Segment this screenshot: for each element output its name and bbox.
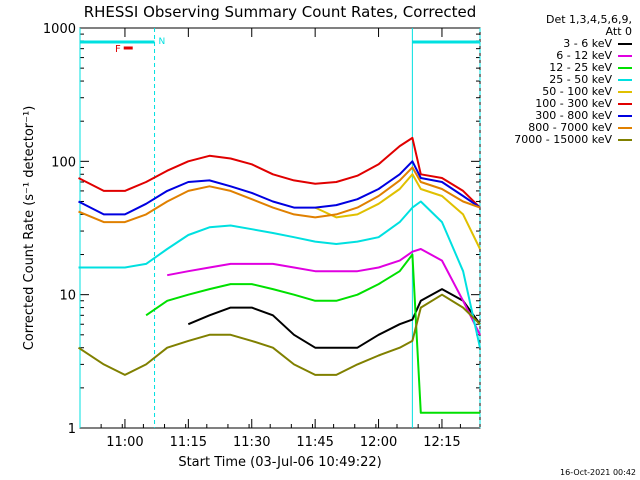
footer-date: 16-Oct-2021 00:42 <box>560 468 636 477</box>
legend-label: 50 - 100 keV <box>542 85 612 98</box>
legend-swatch <box>618 79 632 81</box>
y-tick-label: 1000 <box>43 22 76 37</box>
y-tick-label: 100 <box>51 155 76 170</box>
legend-swatch <box>618 67 632 69</box>
series-line-2 <box>145 253 480 414</box>
legend-swatch <box>618 91 632 93</box>
legend-item: 100 - 300 keV <box>514 98 632 110</box>
legend-label: 25 - 50 keV <box>549 73 612 86</box>
series-line-6 <box>78 160 481 216</box>
legend-swatch <box>618 43 632 45</box>
legend-label: 300 - 800 keV <box>535 109 612 122</box>
series-line-8 <box>77 293 481 376</box>
legend: Det 1,3,4,5,6,9, Att 0 3 - 6 keV 6 - 12 k… <box>514 14 632 146</box>
legend-swatch <box>618 55 632 57</box>
legend-item: 50 - 100 keV <box>514 86 632 98</box>
y-tick-label: 1 <box>68 422 76 437</box>
legend-label: 7000 - 15000 keV <box>514 133 612 146</box>
legend-label: 6 - 12 keV <box>556 49 612 62</box>
series-line-1 <box>167 248 481 336</box>
x-tick-label: 11:00 <box>106 435 143 450</box>
chart-title: RHESSI Observing Summary Count Rates, Co… <box>84 3 477 21</box>
series-line-5 <box>78 136 481 209</box>
series-line-3 <box>78 200 481 348</box>
series-line-4 <box>314 173 481 250</box>
legend-item: 25 - 50 keV <box>514 74 632 86</box>
series-line-7 <box>78 166 481 224</box>
x-tick-label: 12:00 <box>360 435 397 450</box>
night-marker: N <box>159 37 166 47</box>
y-axis-label: Corrected Count Rate (s⁻¹ detector⁻¹) <box>22 106 37 351</box>
x-tick-label: 12:15 <box>423 435 460 450</box>
legend-label: 3 - 6 keV <box>563 37 612 50</box>
legend-rows: 3 - 6 keV 6 - 12 keV 12 - 25 keV 25 - 50 ke… <box>514 38 632 146</box>
flare-marker: F <box>115 44 121 55</box>
legend-item: 7000 - 15000 keV <box>514 134 632 146</box>
legend-header-line-2: Att 0 <box>605 25 632 38</box>
legend-label: 800 - 7000 keV <box>528 121 612 134</box>
legend-item: 300 - 800 keV <box>514 110 632 122</box>
legend-swatch <box>618 115 632 117</box>
legend-header-line-1: Det 1,3,4,5,6,9, <box>545 13 632 26</box>
legend-item: 3 - 6 keV <box>514 38 632 50</box>
series-line-0 <box>187 288 481 349</box>
legend-item: 800 - 7000 keV <box>514 122 632 134</box>
legend-item: 12 - 25 keV <box>514 62 632 74</box>
x-axis-label: Start Time (03-Jul-06 10:49:22) <box>178 455 381 470</box>
legend-label: 12 - 25 keV <box>549 61 612 74</box>
x-tick-label: 11:45 <box>296 435 333 450</box>
legend-swatch <box>618 103 632 105</box>
x-tick-label: 11:30 <box>233 435 270 450</box>
legend-swatch <box>618 127 632 129</box>
legend-swatch <box>618 139 632 141</box>
x-tick-label: 11:15 <box>170 435 207 450</box>
y-tick-label: 10 <box>59 289 76 304</box>
legend-label: 100 - 300 keV <box>535 97 612 110</box>
legend-item: 6 - 12 keV <box>514 50 632 62</box>
